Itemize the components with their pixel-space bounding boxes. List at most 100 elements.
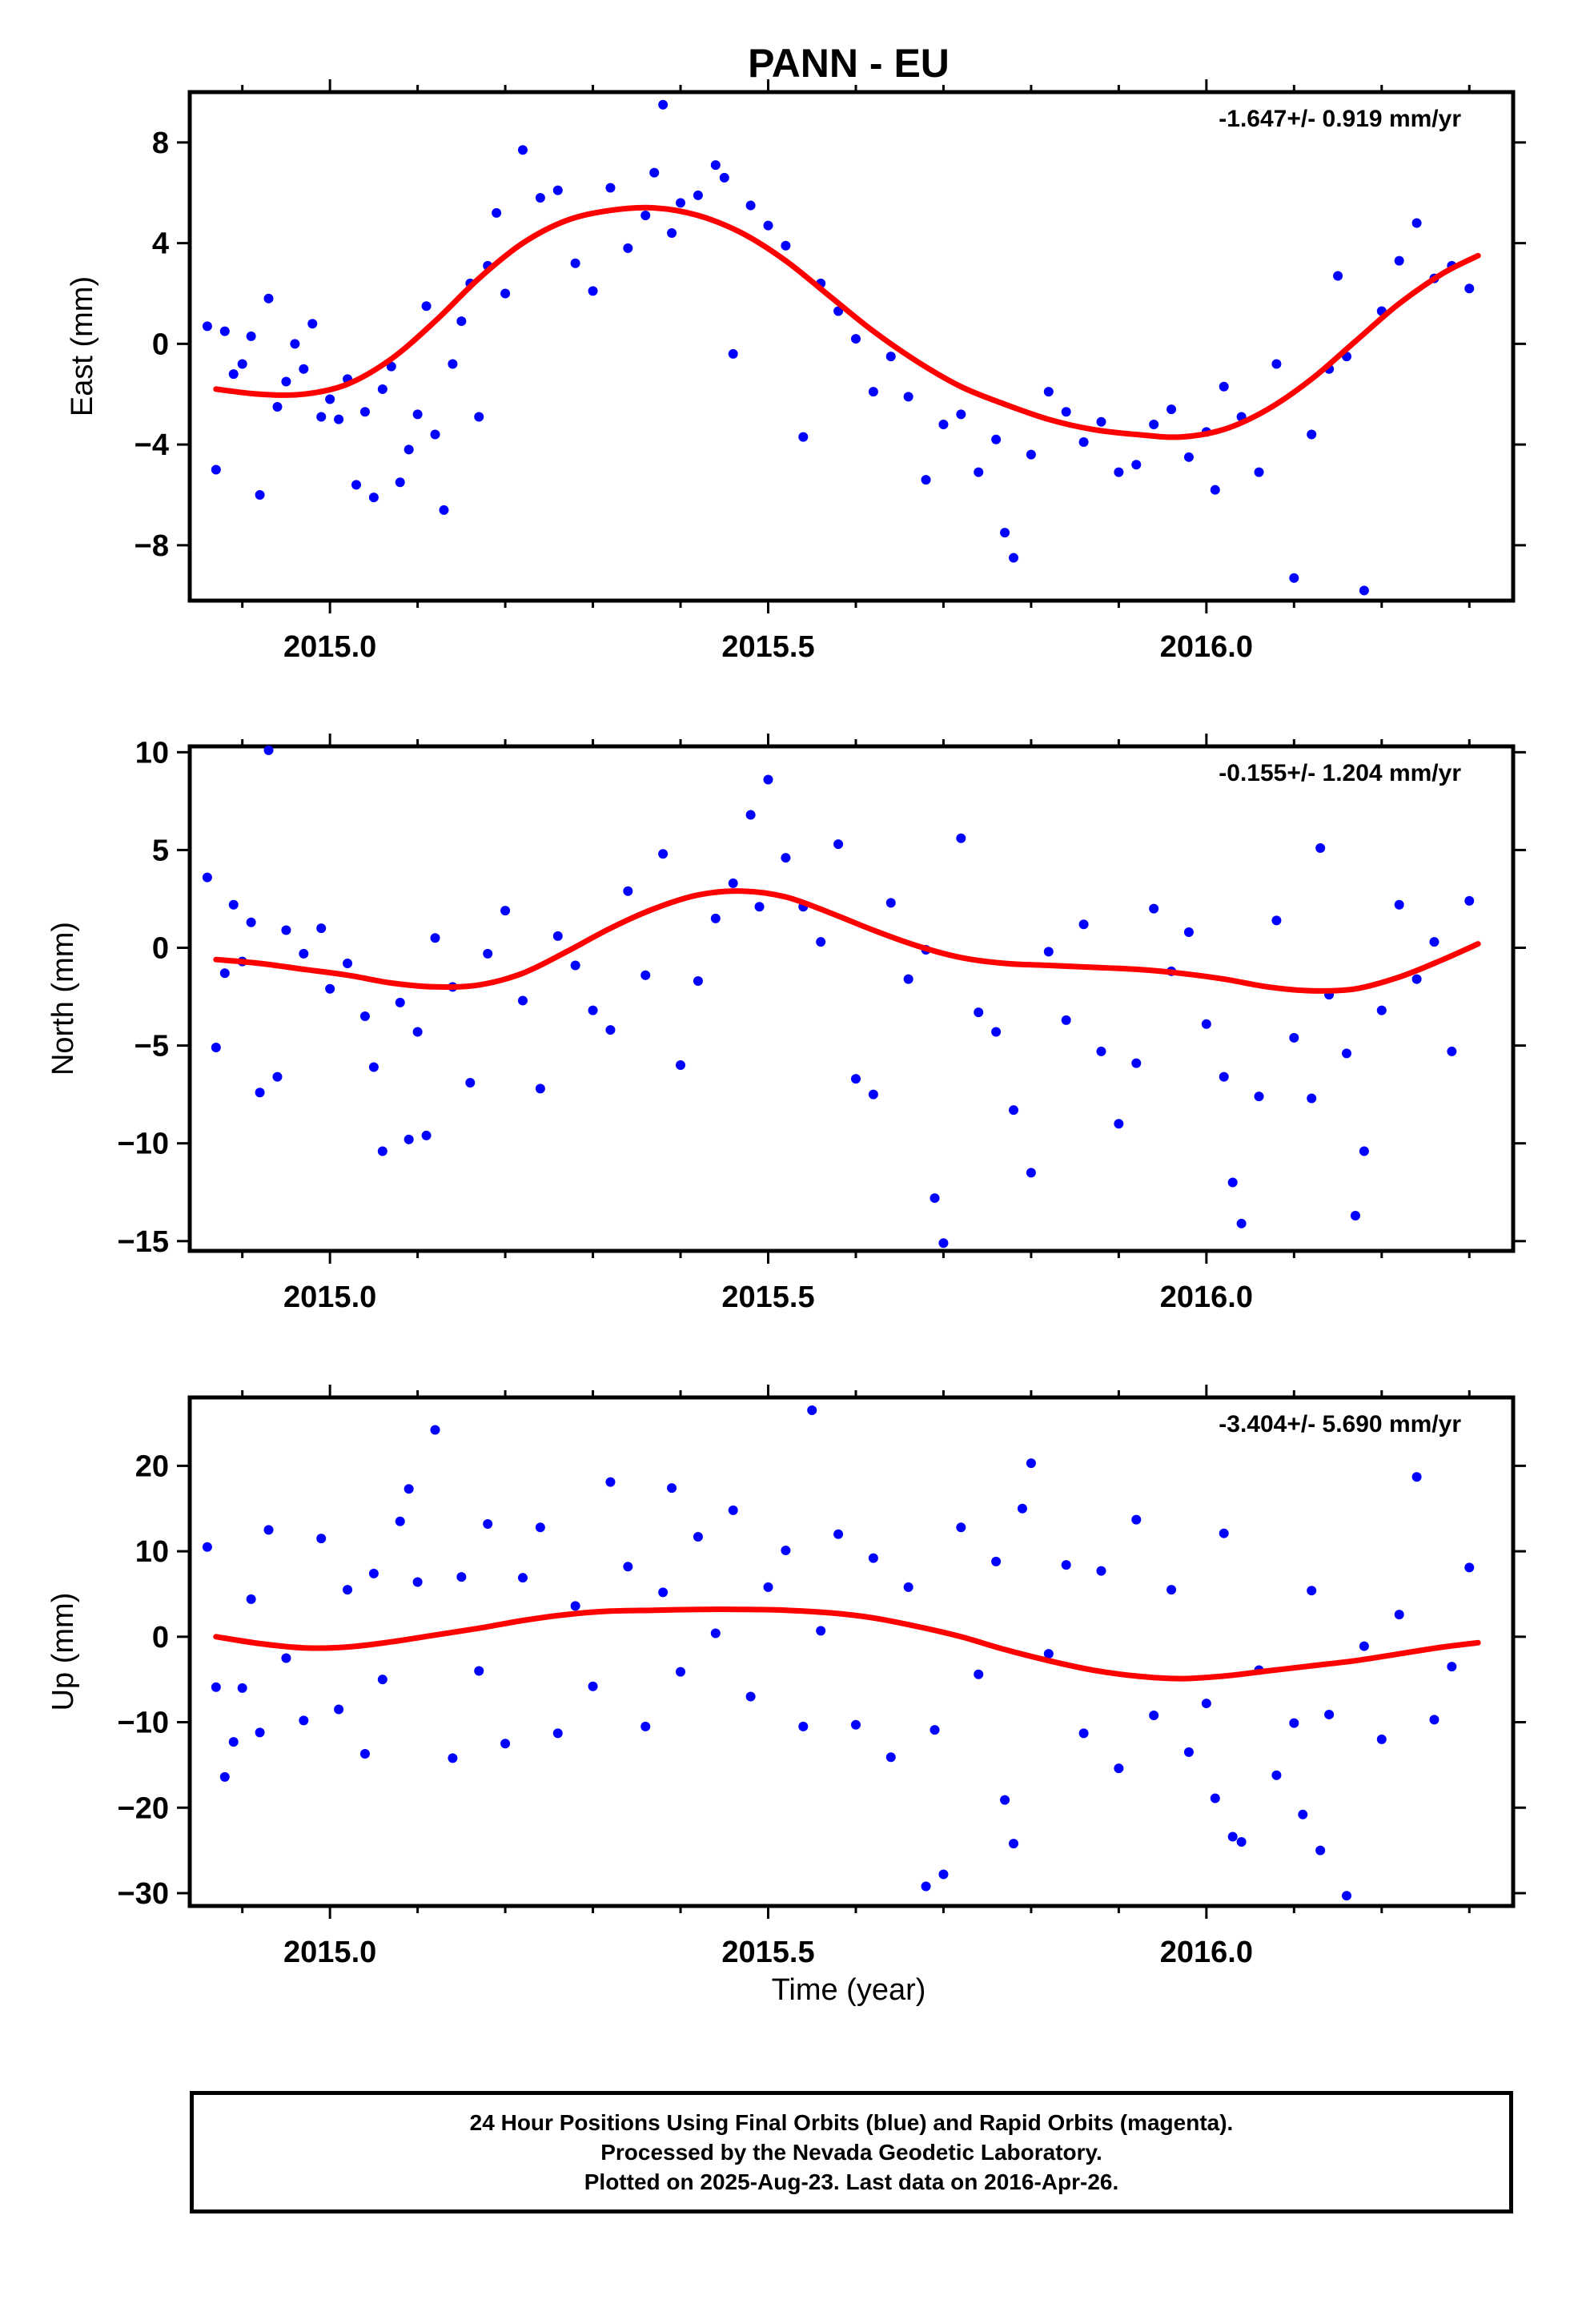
data-point xyxy=(676,1667,686,1677)
data-point xyxy=(885,1752,896,1763)
data-point xyxy=(1017,1503,1027,1514)
data-point xyxy=(219,326,230,336)
x-tick-label: 2015.0 xyxy=(283,1281,376,1314)
data-point xyxy=(1201,1019,1211,1029)
data-point xyxy=(719,172,729,183)
data-point xyxy=(1342,1891,1352,1901)
data-point xyxy=(1009,1105,1019,1116)
data-point xyxy=(974,1669,984,1679)
x-tick-label: 2016.0 xyxy=(1160,1936,1253,1969)
data-point xyxy=(798,1721,809,1731)
data-point xyxy=(1114,1763,1124,1774)
data-point xyxy=(307,319,318,329)
figure-title: PANN - EU xyxy=(748,41,950,86)
data-point xyxy=(517,995,528,1006)
data-point xyxy=(1411,218,1422,228)
data-point xyxy=(290,339,300,349)
data-point xyxy=(255,489,265,500)
data-point xyxy=(1315,842,1326,853)
data-point xyxy=(658,99,669,110)
data-point xyxy=(693,190,703,200)
data-point xyxy=(474,1666,484,1676)
data-point xyxy=(781,240,791,251)
data-point xyxy=(1350,1211,1360,1221)
data-point xyxy=(850,1074,861,1084)
data-point xyxy=(1307,429,1317,440)
data-point xyxy=(246,917,256,927)
data-point xyxy=(745,810,756,820)
data-point xyxy=(281,1653,291,1663)
data-point xyxy=(605,1477,616,1487)
data-point xyxy=(745,1691,756,1702)
x-tick-label: 2016.0 xyxy=(1160,630,1253,664)
data-point xyxy=(807,1405,817,1416)
data-point xyxy=(667,228,677,239)
fit-curve xyxy=(213,1606,1481,1682)
data-point xyxy=(710,913,721,923)
data-point xyxy=(1236,1218,1247,1228)
data-point xyxy=(570,960,580,971)
data-point xyxy=(903,392,913,402)
data-point xyxy=(588,1005,598,1015)
y-tick-label: −15 xyxy=(118,1225,169,1259)
data-point xyxy=(430,1425,440,1435)
data-point xyxy=(299,1715,309,1726)
data-point xyxy=(588,1681,598,1691)
data-point xyxy=(1359,585,1369,596)
data-point xyxy=(1359,1641,1369,1651)
data-point xyxy=(368,1062,379,1072)
data-point xyxy=(1078,919,1089,930)
data-point xyxy=(448,1753,458,1763)
data-point xyxy=(430,429,440,440)
data-point xyxy=(745,200,756,211)
data-point xyxy=(1183,927,1194,937)
data-point xyxy=(552,931,563,941)
data-point xyxy=(343,959,353,969)
data-point xyxy=(605,1025,616,1035)
y-tick-label: 20 xyxy=(135,1449,169,1483)
data-point xyxy=(1411,1472,1422,1482)
data-point xyxy=(517,145,528,155)
data-point xyxy=(763,1582,773,1592)
data-point xyxy=(1289,1032,1299,1043)
y-tick-label: −30 xyxy=(118,1877,169,1911)
x-tick-label: 2015.5 xyxy=(721,630,814,664)
data-point xyxy=(430,933,440,943)
data-point xyxy=(343,1585,353,1595)
data-point xyxy=(535,1522,545,1533)
x-tick-label: 2015.0 xyxy=(283,630,376,664)
data-point xyxy=(1026,1168,1036,1178)
data-point xyxy=(202,1542,212,1552)
data-point xyxy=(974,467,984,477)
data-point xyxy=(299,948,309,959)
data-point xyxy=(693,1531,703,1542)
data-point xyxy=(263,293,274,304)
data-point xyxy=(1009,553,1019,563)
data-point xyxy=(1315,1845,1326,1856)
data-point xyxy=(359,1749,370,1759)
data-point xyxy=(903,974,913,984)
data-point xyxy=(492,207,502,218)
data-point xyxy=(483,1518,493,1529)
data-point xyxy=(798,432,809,442)
data-point xyxy=(1236,1836,1247,1847)
data-point xyxy=(1342,1048,1352,1059)
data-point xyxy=(1429,937,1439,947)
data-point xyxy=(412,1577,423,1587)
data-point xyxy=(1043,387,1054,397)
data-point xyxy=(676,1060,686,1071)
data-point xyxy=(1394,255,1404,266)
data-point xyxy=(676,198,686,208)
data-point xyxy=(1000,1795,1010,1805)
data-point xyxy=(1271,1770,1282,1780)
data-point xyxy=(1376,1734,1387,1744)
data-point xyxy=(325,394,335,404)
data-point xyxy=(325,983,335,994)
y-tick-label: 10 xyxy=(135,1535,169,1569)
data-point xyxy=(885,898,896,908)
data-point xyxy=(1096,1566,1106,1576)
fit-curve xyxy=(213,888,1481,994)
y-axis-label: North (mm) xyxy=(46,922,80,1076)
data-point xyxy=(667,1483,677,1494)
data-point xyxy=(395,477,405,488)
